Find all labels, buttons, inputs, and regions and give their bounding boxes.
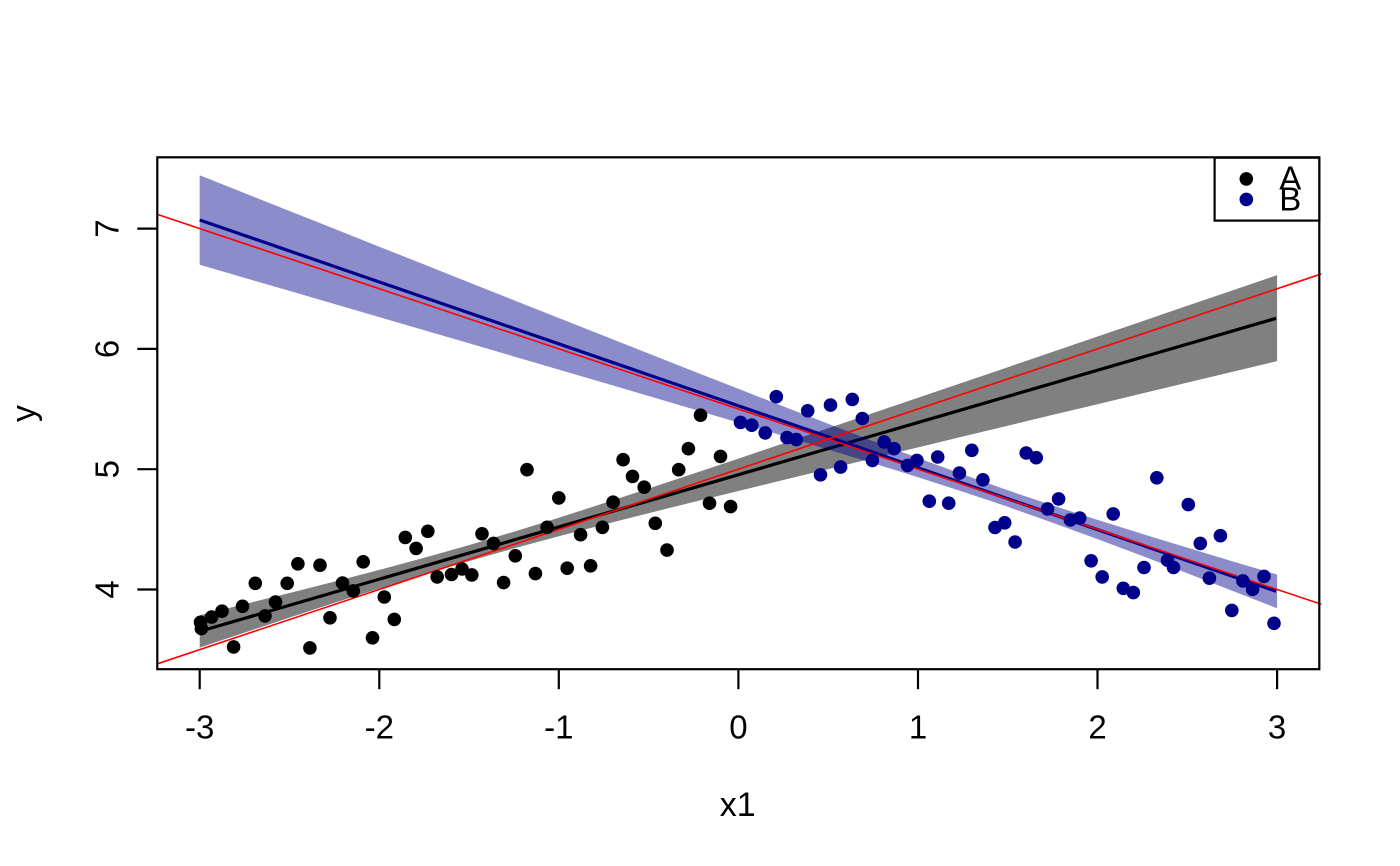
svg-text:7: 7 [89,219,126,237]
svg-text:-3: -3 [185,709,214,746]
svg-text:y: y [5,405,43,422]
svg-text:A: A [1279,160,1301,197]
svg-text:3: 3 [1268,709,1286,746]
svg-text:6: 6 [89,340,126,358]
svg-text:2: 2 [1088,709,1106,746]
svg-text:1: 1 [909,709,927,746]
svg-text:x1: x1 [720,786,756,824]
svg-text:B: B [1279,180,1301,217]
svg-text:5: 5 [89,460,126,478]
svg-text:0: 0 [729,709,747,746]
svg-text:-1: -1 [544,709,573,746]
svg-text:4: 4 [89,580,126,598]
svg-text:-2: -2 [365,709,394,746]
